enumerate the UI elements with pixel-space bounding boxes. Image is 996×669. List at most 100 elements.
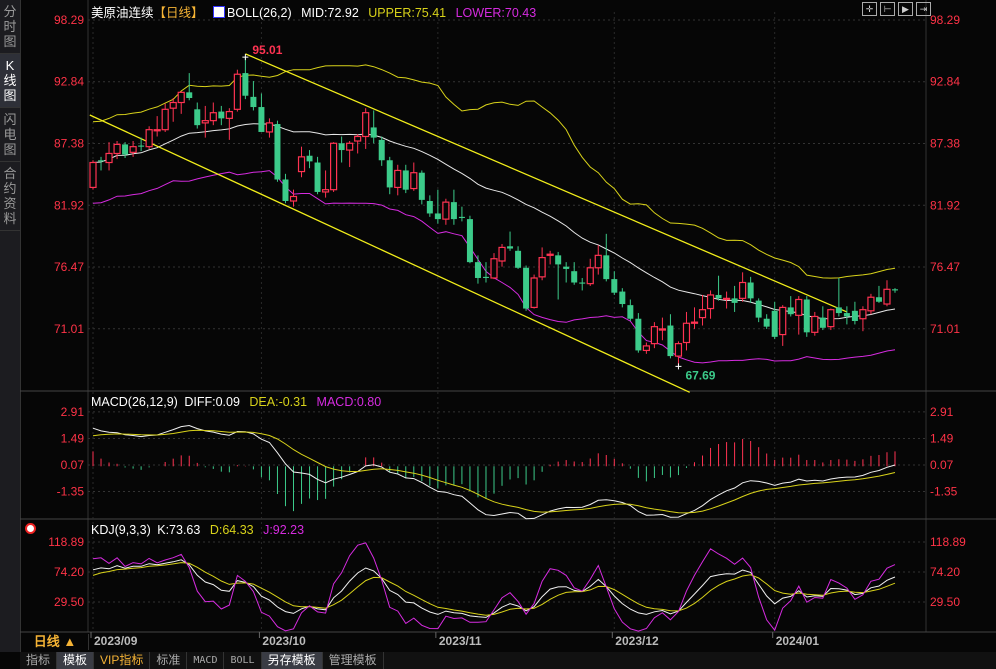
price-tick-label-left: 71.01: [54, 322, 84, 336]
candle: [242, 57, 249, 100]
candle: [555, 251, 562, 300]
candle-body: [177, 91, 185, 104]
candle-body: [201, 120, 209, 124]
boll-icon: [213, 6, 226, 18]
candle: [698, 294, 707, 326]
zoom-in-icon[interactable]: ⊢: [880, 2, 895, 16]
candle: [667, 314, 674, 359]
candle: [314, 156, 321, 195]
macd-label: MACD(26,12,9): [91, 395, 178, 409]
candle: [458, 206, 465, 222]
candle: [209, 102, 217, 126]
candle: [715, 275, 722, 301]
candle-body: [555, 255, 562, 265]
macd-tick-label-left: 0.07: [61, 458, 85, 472]
candle-body: [642, 345, 650, 352]
sidebar-tab-contract-info[interactable]: 合约资料: [0, 162, 20, 231]
tab-vip-indicators[interactable]: VIP指标: [94, 652, 151, 669]
candle: [650, 322, 659, 349]
candle-body: [98, 160, 105, 162]
sidebar-tab-kline[interactable]: K线图: [0, 54, 20, 108]
kdj-k-line: [92, 559, 896, 618]
candle: [875, 285, 882, 303]
kdj-tick-label-left: 74.20: [54, 565, 84, 579]
candle: [594, 245, 602, 275]
candle: [169, 97, 177, 122]
candle-body: [209, 112, 217, 122]
candle: [370, 110, 377, 144]
kdj-tick-label-right: 29.50: [930, 595, 960, 609]
macd-tick-label-right: -1.35: [930, 485, 958, 499]
kdj-j-line: [92, 542, 896, 632]
candle-body: [105, 152, 113, 164]
candle: [466, 215, 473, 264]
candle-body: [354, 135, 362, 142]
candle-body: [682, 322, 691, 344]
candle-body: [594, 254, 602, 269]
date-label: 2023/09: [94, 634, 138, 648]
kdj-tick-label-left: 118.89: [48, 535, 84, 549]
candle: [354, 134, 362, 154]
high-price-label: 95.01: [252, 43, 282, 57]
candle-body: [523, 267, 530, 309]
tab-templates[interactable]: 模板: [57, 652, 95, 669]
date-label: 2023/10: [262, 634, 306, 648]
candle-body: [892, 289, 898, 291]
price-tick-label-right: 76.47: [930, 260, 960, 274]
price-tick-label-right: 87.38: [930, 137, 960, 151]
tab-macd[interactable]: MACD: [187, 652, 225, 669]
tab-manage-templates[interactable]: 管理模板: [323, 652, 384, 669]
candle-body: [851, 310, 858, 321]
sidebar-tab-flash[interactable]: 闪电图: [0, 108, 20, 162]
tab-standard[interactable]: 标准: [150, 652, 188, 669]
candle: [218, 105, 225, 126]
candle-body: [233, 73, 241, 110]
candle: [225, 108, 233, 140]
sidebar-tab-timeshare[interactable]: 分时图: [0, 0, 20, 54]
candle-body: [843, 313, 850, 317]
period-selector[interactable]: 日线 ▲: [22, 634, 89, 650]
candle: [410, 162, 418, 191]
candle-body: [835, 307, 842, 314]
move-right-icon[interactable]: ⇥: [916, 2, 931, 16]
candle: [265, 118, 274, 138]
tab-indicators[interactable]: 指标: [20, 652, 58, 669]
candle-body: [169, 101, 177, 109]
low-price-label: 67.69: [685, 368, 715, 382]
candle-body: [161, 108, 169, 131]
candle-body: [265, 122, 274, 133]
candle: [892, 288, 898, 293]
tab-label: 闪电图: [3, 112, 17, 157]
chart-toolbar: ✛ ⊢ ▶ ⇥: [862, 2, 931, 16]
candle-body: [627, 305, 634, 319]
candle-body: [579, 282, 586, 284]
tab-save-template[interactable]: 另存模板: [261, 652, 323, 669]
candle-body: [722, 297, 731, 300]
zoom-out-icon[interactable]: ▶: [898, 2, 913, 16]
candle: [490, 253, 498, 280]
candle-body: [779, 306, 787, 336]
candle-body: [450, 202, 457, 220]
candle-body: [674, 343, 683, 357]
candle: [186, 73, 193, 101]
candle-body: [297, 156, 306, 173]
boll-upper: UPPER:75.41: [368, 6, 447, 20]
candle-body: [314, 162, 321, 192]
candle: [883, 280, 891, 307]
candle: [546, 250, 554, 265]
candle-body: [89, 161, 97, 189]
candle: [161, 103, 169, 132]
boll-mid: MID:72.92: [301, 6, 359, 20]
channel-trendline: [245, 53, 848, 313]
crosshair-icon[interactable]: ✛: [862, 2, 877, 16]
candle: [321, 170, 330, 198]
kdj-label: KDJ(9,3,3): [91, 523, 151, 537]
candle: [819, 306, 826, 331]
candle: [859, 306, 867, 332]
tab-boll[interactable]: BOLL: [224, 652, 262, 669]
candle-body: [378, 139, 385, 161]
kdj-settings-icon[interactable]: [25, 523, 36, 534]
extreme-marker: [242, 54, 249, 61]
candle: [402, 164, 409, 194]
